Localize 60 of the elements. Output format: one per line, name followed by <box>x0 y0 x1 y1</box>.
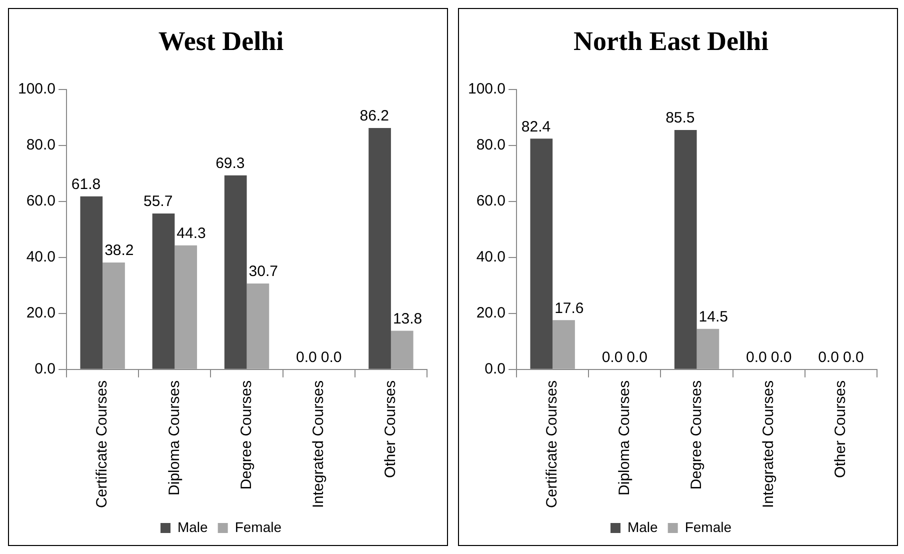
data-label: 0.0 <box>626 349 648 366</box>
x-tick-label: Degree Courses <box>688 380 705 490</box>
x-tick-label: Integrated Courses <box>760 380 777 508</box>
legend-label: Female <box>684 518 732 535</box>
y-tick-label: 60.0 <box>26 192 56 210</box>
bar <box>152 213 175 369</box>
data-label: 85.5 <box>666 110 695 127</box>
y-tick-label: 60.0 <box>476 192 506 210</box>
bar <box>102 262 125 369</box>
x-tick-label: Certificate Courses <box>94 380 111 508</box>
bar <box>552 320 575 369</box>
bar <box>174 245 198 369</box>
x-tick-label: Degree Courses <box>238 380 255 490</box>
x-tick-label: Diploma Courses <box>616 380 633 496</box>
data-label: 0.0 <box>818 349 839 366</box>
y-tick-label: 40.0 <box>26 248 56 266</box>
y-tick-label: 20.0 <box>476 304 506 322</box>
legend-label: Male <box>177 518 208 535</box>
data-label: 30.7 <box>248 263 278 280</box>
data-label: 61.8 <box>71 176 101 194</box>
data-label: 0.0 <box>296 349 317 366</box>
data-label: 55.7 <box>143 193 173 210</box>
bar <box>696 328 720 369</box>
x-tick-label: Diploma Courses <box>166 380 183 496</box>
y-tick-label: 0.0 <box>34 360 56 378</box>
data-label: 14.5 <box>698 308 728 326</box>
y-tick-label: 80.0 <box>476 136 506 154</box>
legend-label: Female <box>234 518 282 535</box>
y-tick-label: 0.0 <box>484 360 506 378</box>
data-label: 86.2 <box>360 108 389 125</box>
legend-label: Male <box>627 518 658 535</box>
y-tick-label: 40.0 <box>476 248 506 266</box>
data-label: 13.8 <box>392 310 422 328</box>
data-label: 0.0 <box>320 349 342 366</box>
chart-title: North East Delhi <box>574 26 769 56</box>
data-label: 44.3 <box>176 225 206 242</box>
bar <box>368 128 391 369</box>
bar <box>224 175 247 369</box>
data-label: 0.0 <box>602 349 623 366</box>
data-label: 0.0 <box>770 349 792 366</box>
y-tick-label: 100.0 <box>468 80 506 98</box>
x-tick-label: Other Courses <box>832 380 850 478</box>
x-tick-label: Certificate Courses <box>544 380 561 508</box>
bar <box>246 283 270 369</box>
data-label: 0.0 <box>746 349 767 366</box>
y-tick-label: 80.0 <box>26 136 56 154</box>
y-tick-label: 100.0 <box>18 80 56 98</box>
bar <box>674 130 697 369</box>
x-tick-label: Other Courses <box>382 380 400 478</box>
data-label: 0.0 <box>842 349 864 366</box>
x-tick-label: Integrated Courses <box>310 380 327 508</box>
bar <box>80 196 103 369</box>
y-tick-label: 20.0 <box>26 304 56 322</box>
chart-title: West Delhi <box>158 26 284 56</box>
data-label: 82.4 <box>521 118 551 136</box>
bar <box>390 330 414 369</box>
data-label: 17.6 <box>554 300 584 317</box>
data-label: 69.3 <box>216 155 245 172</box>
bar <box>530 138 553 369</box>
data-label: 38.2 <box>104 242 134 260</box>
